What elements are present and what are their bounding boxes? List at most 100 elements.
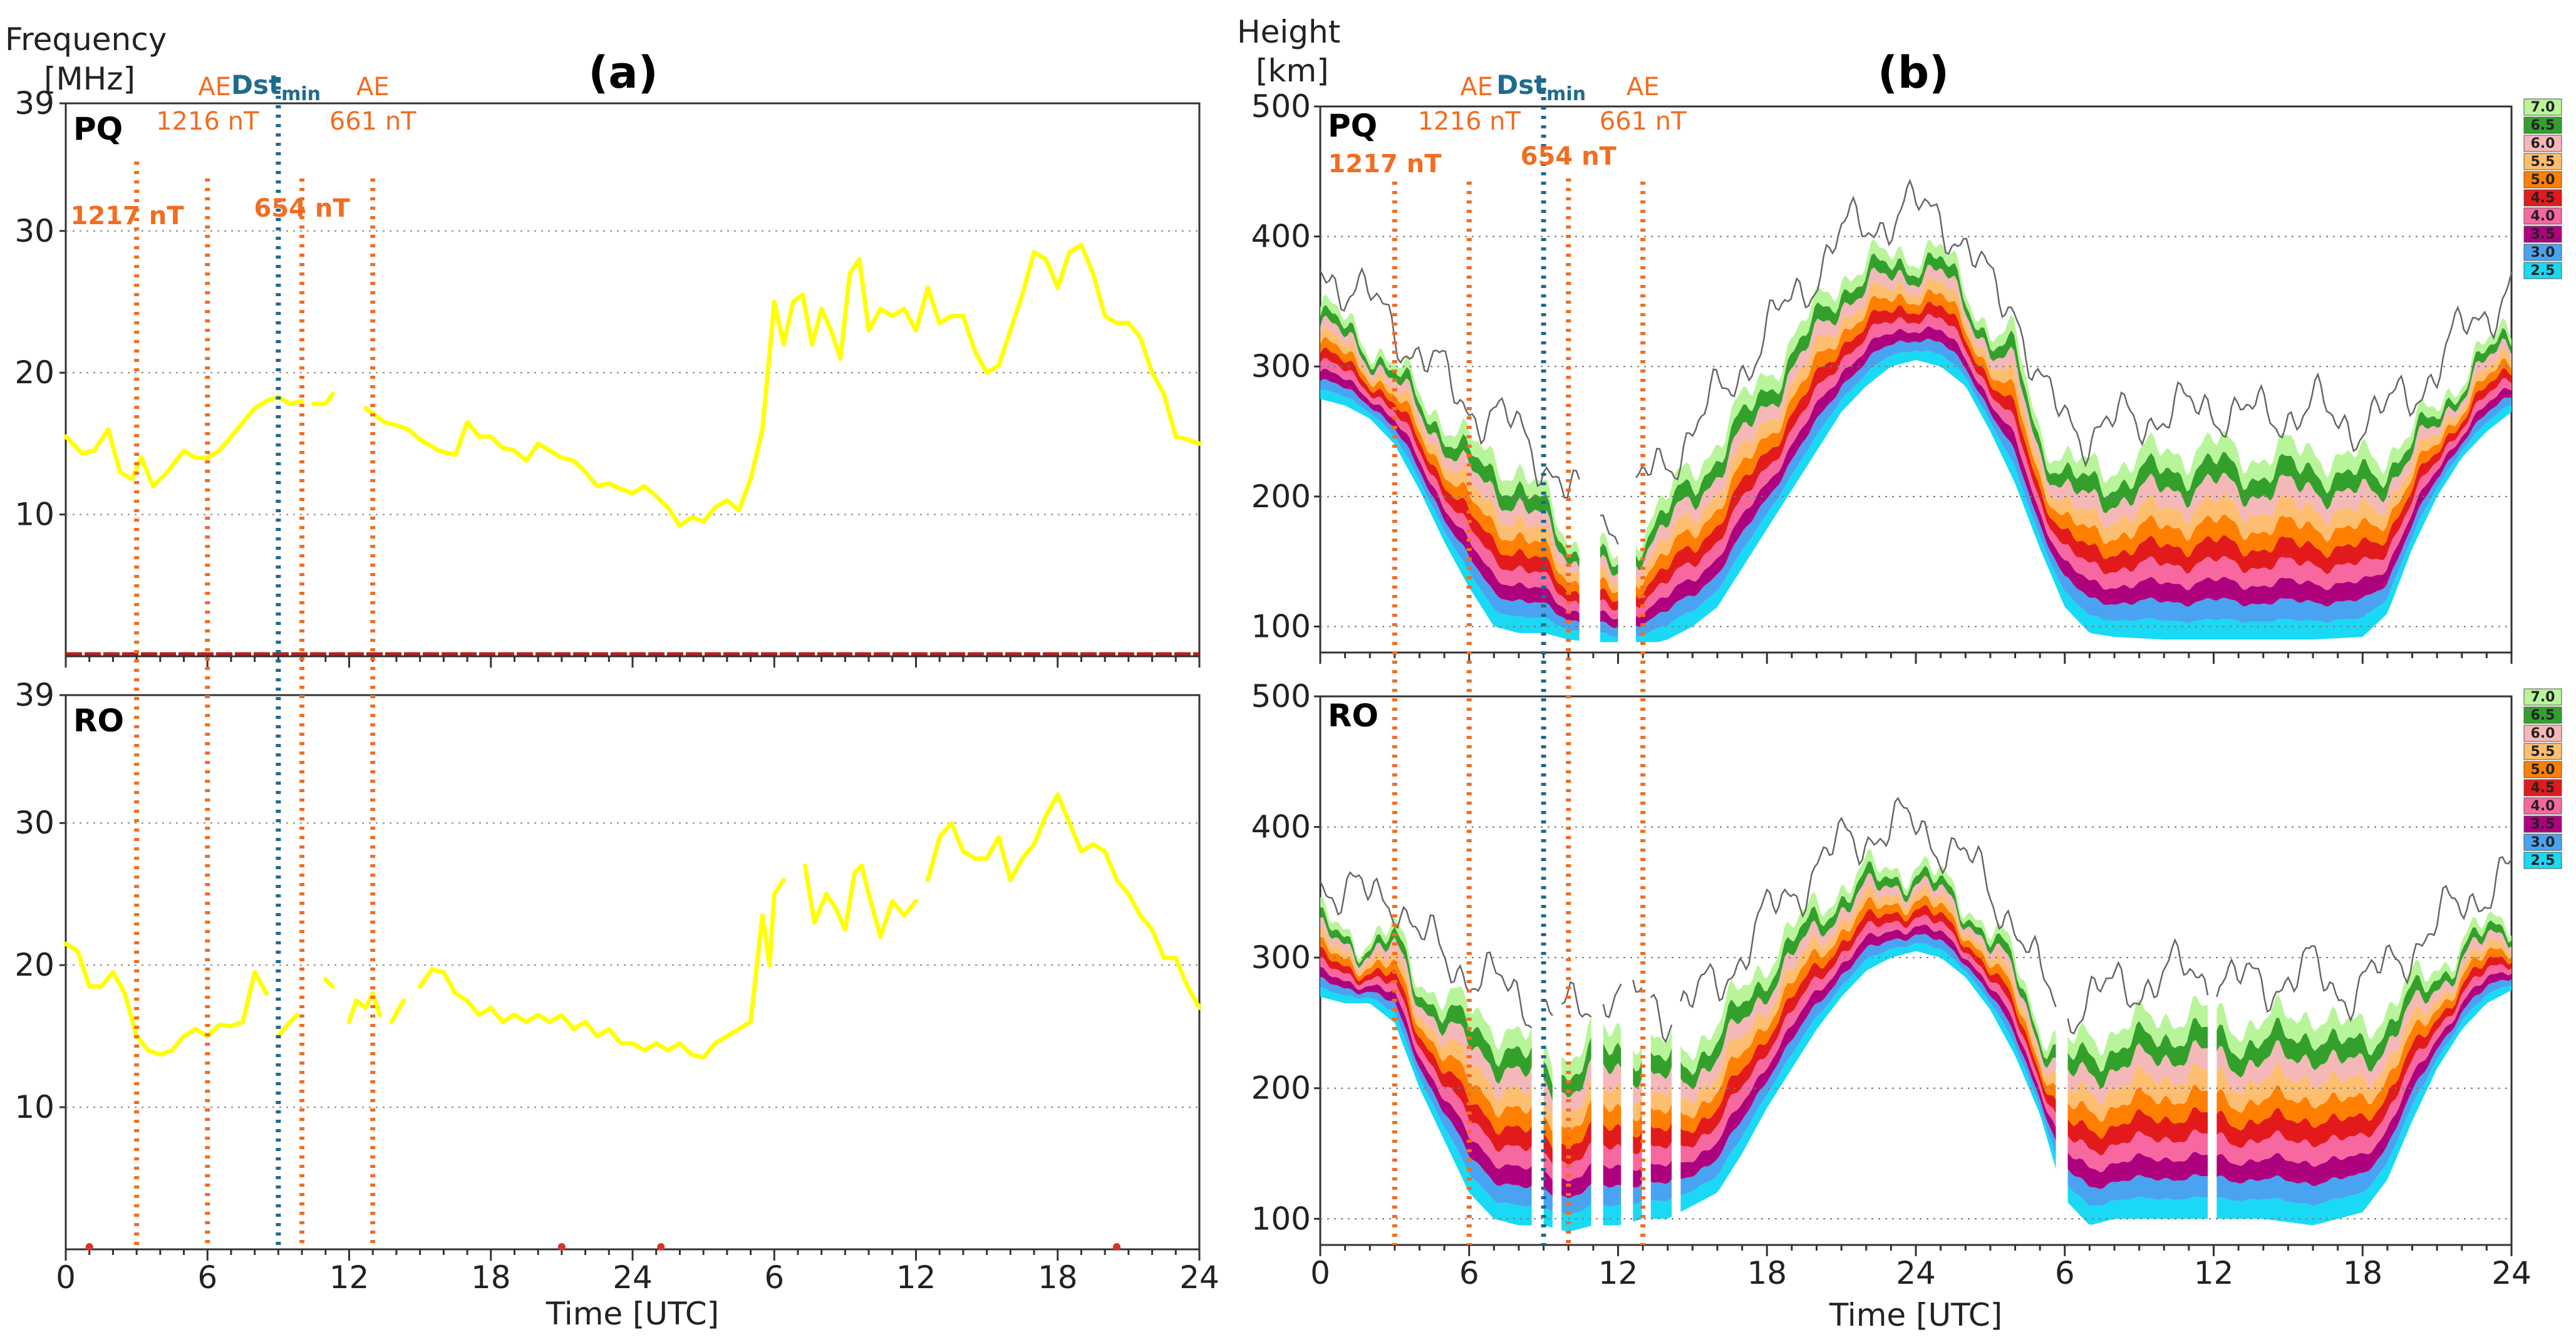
panel-b-subplot-ro: 500 400 300 200 100 RO 7.0 6.5 6.0 5.5 5.0 4.5 4.0 3.… <box>1251 678 2562 1256</box>
legend-swatch <box>2523 116 2562 134</box>
ae-value: 661 nT <box>1600 107 1687 136</box>
x-tick-label: 6 <box>764 1259 784 1296</box>
legend-label: 3.0 <box>2531 245 2555 261</box>
ae-value-bold: 654 nT <box>1521 142 1617 171</box>
legend-swatch <box>2523 153 2562 170</box>
legend-label: 7.0 <box>2531 689 2555 705</box>
y-tick-label: 400 <box>1251 219 1311 255</box>
series-line <box>363 242 1202 529</box>
series-line <box>63 395 304 488</box>
legend: 7.0 6.5 6.0 5.5 5.0 4.5 4.0 3.5 3.0 2.5 <box>2523 688 2562 869</box>
legend-swatch <box>2523 207 2562 225</box>
plot-frame <box>65 102 1201 658</box>
station-label: RO <box>73 703 124 739</box>
baseline-dot <box>1113 1243 1121 1251</box>
x-tick-label: 18 <box>1038 1259 1078 1296</box>
legend-swatch <box>2523 761 2562 778</box>
legend-label: 6.5 <box>2531 118 2555 133</box>
panel-b-subplot-pq: 500 400 300 200 100 PQ 7.0 6.5 6.0 5.5 5.0 4.5 4.0 3.… <box>1251 88 2562 664</box>
y-tick-label: 400 <box>1251 809 1311 845</box>
legend-swatch <box>2523 815 2562 833</box>
legend-swatch <box>2523 688 2562 706</box>
plot-frame <box>65 694 1201 1251</box>
y-tick-label: 100 <box>1251 608 1311 644</box>
y-tick-label: 300 <box>1251 939 1311 976</box>
y-axis-unit: [km] <box>1256 53 1329 89</box>
panel-label: (a) <box>588 47 658 98</box>
dst-subscript: min <box>281 83 321 105</box>
legend-swatch <box>2523 779 2562 797</box>
y-tick-label: 30 <box>14 213 54 249</box>
ae-label: AE <box>198 73 231 101</box>
series-line <box>418 877 786 1060</box>
series-line <box>323 977 335 989</box>
ae-value: 1216 nT <box>156 107 259 136</box>
y-tick-label: 39 <box>14 85 54 121</box>
legend-label: 2.5 <box>2531 853 2555 869</box>
y-tick-label: 10 <box>14 1089 54 1125</box>
series-line <box>347 991 382 1025</box>
legend-label: 6.5 <box>2531 708 2555 723</box>
panel-b: 500 400 300 200 100 PQ 7.0 6.5 6.0 5.5 5.0 4.5 4.0 3.… <box>1237 14 2562 1333</box>
legend-label: 5.0 <box>2531 172 2555 188</box>
legend-swatch <box>2523 189 2562 207</box>
legend-label: 4.5 <box>2531 190 2555 206</box>
series-line <box>389 998 406 1025</box>
baseline-dot <box>657 1243 665 1251</box>
legend-label: 4.5 <box>2531 780 2555 796</box>
ae-value-bold: 654 nT <box>254 194 350 223</box>
x-axis-label: Time [UTC] <box>1829 1297 2002 1333</box>
y-axis-label: Frequency <box>5 21 167 58</box>
y-tick-label: 10 <box>14 497 54 533</box>
x-tick-label: 12 <box>1598 1255 1638 1291</box>
y-axis-unit: [MHz] <box>44 61 135 97</box>
station-label: PQ <box>73 111 123 147</box>
baseline-dot <box>85 1243 93 1251</box>
x-tick-label: 24 <box>1896 1255 1936 1291</box>
legend: 7.0 6.5 6.0 5.5 5.0 4.5 4.0 3.5 3.0 2.5 <box>2523 98 2562 279</box>
x-tick-label: 18 <box>1747 1255 1787 1291</box>
hmF2-trace <box>1319 178 2513 545</box>
y-tick-label: 200 <box>1251 1070 1311 1107</box>
legend-label: 3.5 <box>2531 817 2555 832</box>
y-tick-label: 100 <box>1251 1200 1311 1237</box>
legend-label: 2.5 <box>2531 263 2555 279</box>
ae-label: AE <box>356 73 390 101</box>
legend-swatch <box>2523 797 2562 815</box>
panel-label: (b) <box>1878 47 1949 98</box>
x-tick-label: 12 <box>896 1259 936 1296</box>
y-tick-label: 39 <box>14 677 54 713</box>
legend-label: 5.5 <box>2531 744 2555 760</box>
legend-swatch <box>2523 725 2562 742</box>
x-tick-label: 6 <box>1459 1255 1479 1291</box>
x-tick-label: 18 <box>471 1259 511 1296</box>
x-tick-label: 24 <box>2491 1255 2532 1291</box>
legend-label: 4.0 <box>2531 798 2555 814</box>
x-tick-label: 24 <box>613 1259 653 1296</box>
legend-label: 4.0 <box>2531 209 2555 224</box>
y-tick-label: 300 <box>1251 348 1311 385</box>
series-line <box>802 863 918 939</box>
x-axis-label: Time [UTC] <box>546 1296 719 1332</box>
legend-label: 7.0 <box>2531 100 2555 115</box>
legend-label: 6.0 <box>2531 136 2555 152</box>
x-tick-label: 6 <box>2055 1255 2075 1291</box>
station-label: RO <box>1328 698 1379 734</box>
legend-label: 6.0 <box>2531 726 2555 741</box>
series-line <box>311 391 335 406</box>
legend-swatch <box>2523 244 2562 261</box>
legend-swatch <box>2523 98 2562 116</box>
legend-swatch <box>2523 135 2562 152</box>
dst-label: Dstmin <box>1496 70 1586 105</box>
legend-swatch <box>2523 225 2562 243</box>
legend-swatch <box>2523 171 2562 188</box>
baseline-dot <box>557 1243 566 1251</box>
legend-swatch <box>2523 706 2562 724</box>
legend-label: 5.5 <box>2531 154 2555 170</box>
dst-label: Dstmin <box>231 70 321 105</box>
hmF2-trace <box>1319 797 2513 1044</box>
y-tick-label: 500 <box>1251 678 1311 715</box>
x-tick-label: 24 <box>1179 1259 1219 1296</box>
